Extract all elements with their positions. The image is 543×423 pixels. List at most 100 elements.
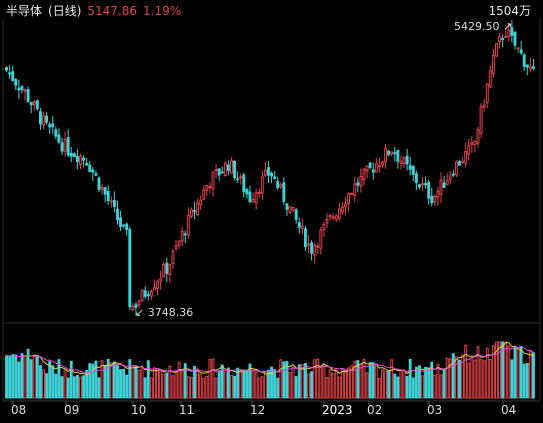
- candle-body: [270, 172, 273, 177]
- candle-body: [495, 43, 498, 57]
- candle-body: [464, 151, 468, 164]
- candle-body: [257, 192, 261, 195]
- x-tick-label: 04: [501, 403, 516, 417]
- volume-bar: [510, 359, 514, 399]
- candle-body: [189, 209, 193, 217]
- x-tick-label: 08: [11, 403, 26, 417]
- candle-body: [365, 165, 369, 172]
- volume-bar: [48, 361, 52, 399]
- candle-body: [79, 155, 82, 166]
- candle-body: [282, 182, 286, 202]
- volume-bar: [267, 369, 270, 399]
- candle-body: [368, 162, 372, 168]
- volume-bar: [236, 367, 240, 399]
- chart-header: 半导体 (日线) 5147.86 1.19%: [6, 3, 187, 19]
- candle-body: [128, 228, 132, 308]
- volume-bar: [106, 358, 110, 399]
- volume-bar: [331, 373, 335, 399]
- candle-body: [239, 176, 243, 179]
- candle-body: [199, 199, 203, 206]
- volume-bar: [217, 370, 221, 399]
- candle-body: [174, 245, 178, 249]
- candle-body: [319, 229, 323, 249]
- candle-body: [220, 171, 224, 174]
- volume-bar: [156, 368, 159, 399]
- change-percent: 1.19%: [143, 4, 182, 18]
- candle-body: [245, 188, 249, 195]
- candle-body: [51, 123, 55, 128]
- candle-body: [97, 177, 101, 190]
- candle-body: [42, 115, 45, 126]
- volume-bar: [257, 377, 261, 399]
- volume-bar: [54, 373, 58, 399]
- candle-body: [32, 101, 36, 106]
- candle-body: [288, 206, 292, 214]
- candle-body: [125, 223, 129, 230]
- volume-bar: [396, 376, 400, 399]
- candle-body: [100, 186, 104, 191]
- candle-body: [427, 181, 431, 199]
- candle-body: [479, 106, 483, 134]
- candle-body: [35, 100, 39, 110]
- volume-bar: [85, 369, 89, 399]
- candle-body: [251, 198, 255, 203]
- low-value: 3748.36: [147, 306, 194, 319]
- volume-bar: [340, 367, 344, 399]
- volume-bar: [430, 361, 434, 399]
- candle-body: [334, 215, 338, 220]
- candle-body: [433, 196, 437, 203]
- candle-body: [38, 111, 42, 125]
- volume-bar: [66, 377, 70, 399]
- volume-bar: [140, 368, 144, 399]
- volume-bar: [374, 363, 378, 399]
- candle-body: [340, 206, 344, 213]
- x-tick-label: 09: [64, 403, 79, 417]
- volume-bar: [230, 375, 233, 399]
- candle-body: [374, 163, 378, 173]
- index-name: 半导体: [6, 4, 43, 18]
- volume-bar: [387, 370, 391, 399]
- candle-body: [146, 294, 150, 297]
- candle-body: [202, 189, 206, 200]
- volume-bar: [359, 364, 363, 399]
- candle-body: [91, 169, 95, 173]
- candle-body: [186, 214, 190, 236]
- volume-bar: [307, 373, 310, 399]
- volume-bar: [356, 360, 360, 399]
- volume-bar: [353, 360, 357, 399]
- candle-body: [424, 183, 428, 186]
- volume-bar: [467, 362, 471, 399]
- candle-body: [377, 165, 381, 168]
- volume-bar: [199, 373, 203, 399]
- volume-bar: [122, 368, 126, 399]
- candle-body: [156, 281, 159, 290]
- volume-bar: [125, 374, 129, 399]
- candle-body: [94, 173, 98, 176]
- candle-body: [399, 160, 403, 165]
- volume-bar: [60, 376, 64, 399]
- volume-bar: [310, 371, 314, 399]
- volume-bar: [424, 366, 428, 399]
- volume-bar: [300, 364, 304, 399]
- candle-body: [504, 35, 508, 39]
- last-price: 5147.86: [87, 4, 138, 18]
- volume-bar: [189, 376, 193, 399]
- volume-bar: [143, 377, 147, 399]
- volume-ma10-line: [6, 345, 534, 373]
- volume-bar: [72, 376, 76, 399]
- volume-bar: [470, 357, 474, 399]
- candle-body: [131, 305, 135, 311]
- volume-bar: [362, 358, 366, 399]
- volume-bar: [119, 369, 123, 399]
- volume-bar: [485, 347, 489, 399]
- candle-body: [193, 210, 196, 213]
- candle-body: [168, 264, 172, 276]
- candle-body: [236, 178, 240, 181]
- volume-bar: [276, 377, 280, 399]
- volume-bar: [116, 365, 119, 399]
- candle-body: [445, 179, 449, 185]
- volume-bar: [491, 345, 495, 399]
- volume-bar: [501, 341, 505, 399]
